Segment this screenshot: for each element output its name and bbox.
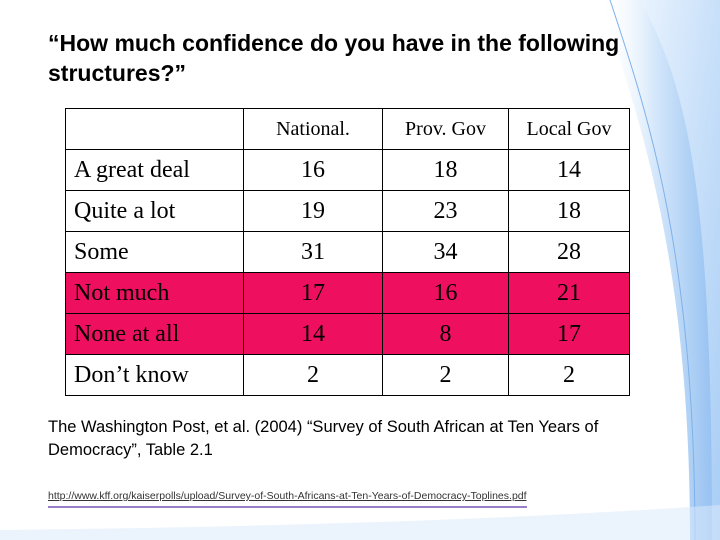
table-row-highlighted: None at all 14 8 17 (65, 313, 630, 355)
table-row: Don’t know 2 2 2 (65, 354, 630, 396)
row-label: None at all (65, 313, 244, 355)
column-header-national: National. (243, 108, 383, 150)
table-header-row: National. Prov. Gov Local Gov (65, 108, 630, 150)
slide-title: “How much confidence do you have in the … (48, 30, 620, 86)
confidence-table: National. Prov. Gov Local Gov A great de… (65, 108, 630, 396)
column-header-prov-gov: Prov. Gov (382, 108, 509, 150)
cell-prov-gov: 16 (382, 272, 509, 314)
cell-local-gov: 14 (508, 149, 630, 191)
cell-national: 17 (243, 272, 383, 314)
cell-prov-gov: 2 (382, 354, 509, 396)
cell-national: 19 (243, 190, 383, 232)
cell-prov-gov: 18 (382, 149, 509, 191)
row-label: Quite a lot (65, 190, 244, 232)
cell-national: 14 (243, 313, 383, 355)
cell-national: 2 (243, 354, 383, 396)
cell-prov-gov: 34 (382, 231, 509, 273)
cell-national: 16 (243, 149, 383, 191)
source-citation: The Washington Post, et al. (2004) “Surv… (48, 418, 599, 459)
cell-local-gov: 2 (508, 354, 630, 396)
cell-prov-gov: 8 (382, 313, 509, 355)
column-header-local-gov: Local Gov (508, 108, 630, 150)
table-row: Quite a lot 19 23 18 (65, 190, 630, 232)
cell-local-gov: 21 (508, 272, 630, 314)
row-label: A great deal (65, 149, 244, 191)
row-label: Some (65, 231, 244, 273)
column-header-blank (65, 108, 244, 150)
table-row-highlighted: Not much 17 16 21 (65, 272, 630, 314)
row-label: Don’t know (65, 354, 244, 396)
row-label: Not much (65, 272, 244, 314)
table-row: Some 31 34 28 (65, 231, 630, 273)
cell-national: 31 (243, 231, 383, 273)
cell-local-gov: 18 (508, 190, 630, 232)
source-link[interactable]: http://www.kff.org/kaiserpolls/upload/Su… (48, 490, 527, 508)
cell-local-gov: 28 (508, 231, 630, 273)
cell-local-gov: 17 (508, 313, 630, 355)
table-row: A great deal 16 18 14 (65, 149, 630, 191)
cell-prov-gov: 23 (382, 190, 509, 232)
